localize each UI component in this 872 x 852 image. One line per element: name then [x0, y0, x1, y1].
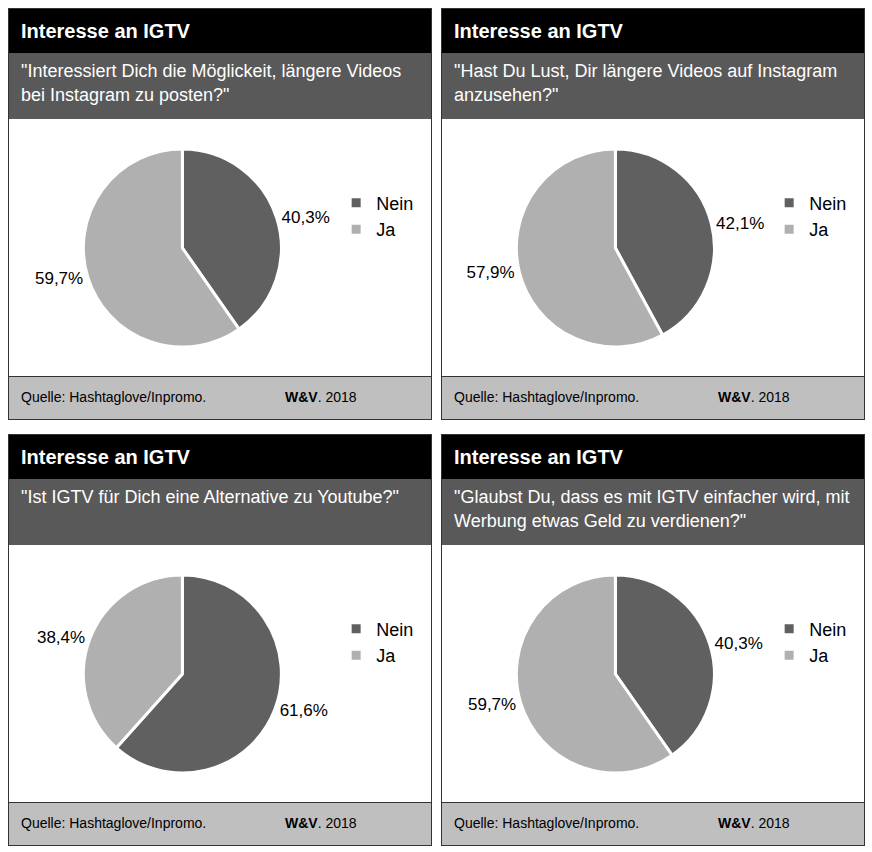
svg-text:38,4%: 38,4% — [37, 628, 85, 647]
svg-text:Ja: Ja — [376, 220, 396, 240]
svg-text:Ja: Ja — [809, 646, 829, 666]
html-text:Quelle: Hashtaglove/Inpromo.: Quelle: Hashtaglove/Inpromo. — [454, 815, 640, 831]
html-text:Quelle: Hashtaglove/Inpromo.: Quelle: Hashtaglove/Inpromo. — [454, 389, 640, 405]
svg-text:40,3%: 40,3% — [715, 634, 763, 653]
svg-text:61,6%: 61,6% — [280, 701, 328, 720]
svg-text:Nein: Nein — [376, 620, 413, 640]
svg-text:57,9%: 57,9% — [466, 263, 514, 282]
svg-text:Ja: Ja — [376, 646, 396, 666]
html-text:"Ist IGTV für Dich eine Altern: "Ist IGTV für Dich eine Alternative zu Y… — [21, 487, 399, 507]
svg-text:Ja: Ja — [809, 220, 829, 240]
svg-text:59,7%: 59,7% — [35, 269, 83, 288]
svg-text:40,3%: 40,3% — [282, 208, 330, 227]
html-text:W&V. 2018: W&V. 2018 — [718, 389, 790, 405]
html-text:"Glaubst Du, dass es mit IGTV: "Glaubst Du, dass es mit IGTV einfacher … — [454, 487, 850, 531]
svg-text:42,1%: 42,1% — [716, 214, 764, 233]
html-text:"Interessiert Dich die Möglick: "Interessiert Dich die Möglickeit, länge… — [21, 61, 402, 105]
html-text:W&V. 2018: W&V. 2018 — [718, 815, 790, 831]
html-text:W&V. 2018: W&V. 2018 — [285, 389, 357, 405]
svg-text:Nein: Nein — [376, 194, 413, 214]
html-text:Interesse an IGTV: Interesse an IGTV — [21, 446, 190, 468]
html-text:"Hast Du Lust, Dir längere Vid: "Hast Du Lust, Dir längere Videos auf In… — [454, 61, 838, 105]
svg-text:Nein: Nein — [809, 194, 846, 214]
html-text:Quelle: Hashtaglove/Inpromo.: Quelle: Hashtaglove/Inpromo. — [21, 815, 207, 831]
svg-text:Nein: Nein — [809, 620, 846, 640]
html-text:Interesse an IGTV: Interesse an IGTV — [454, 20, 623, 42]
html-text:Interesse an IGTV: Interesse an IGTV — [21, 20, 190, 42]
html-text:W&V. 2018: W&V. 2018 — [285, 815, 357, 831]
html-text:Quelle: Hashtaglove/Inpromo.: Quelle: Hashtaglove/Inpromo. — [21, 389, 207, 405]
svg-text:59,7%: 59,7% — [468, 695, 516, 714]
html-text:Interesse an IGTV: Interesse an IGTV — [454, 446, 623, 468]
